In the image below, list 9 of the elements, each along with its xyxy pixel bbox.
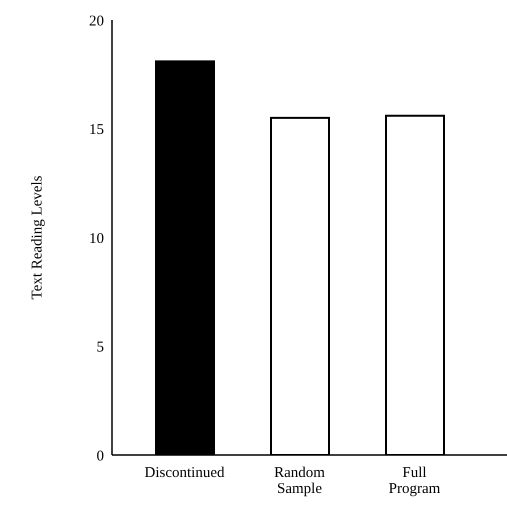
y-tick-label: 5 xyxy=(96,340,104,356)
x-tick-label: Discontinued xyxy=(144,465,225,481)
x-tick-label: Random Sample xyxy=(274,465,326,497)
y-tick-label: 20 xyxy=(89,13,104,30)
y-tick-label: 0 xyxy=(96,448,104,464)
y-tick-label: 10 xyxy=(89,230,104,247)
x-tick-label: Full Program xyxy=(388,465,441,497)
y-axis-title: Text Reading Levels xyxy=(29,175,46,300)
y-tick-label: 15 xyxy=(89,122,104,138)
